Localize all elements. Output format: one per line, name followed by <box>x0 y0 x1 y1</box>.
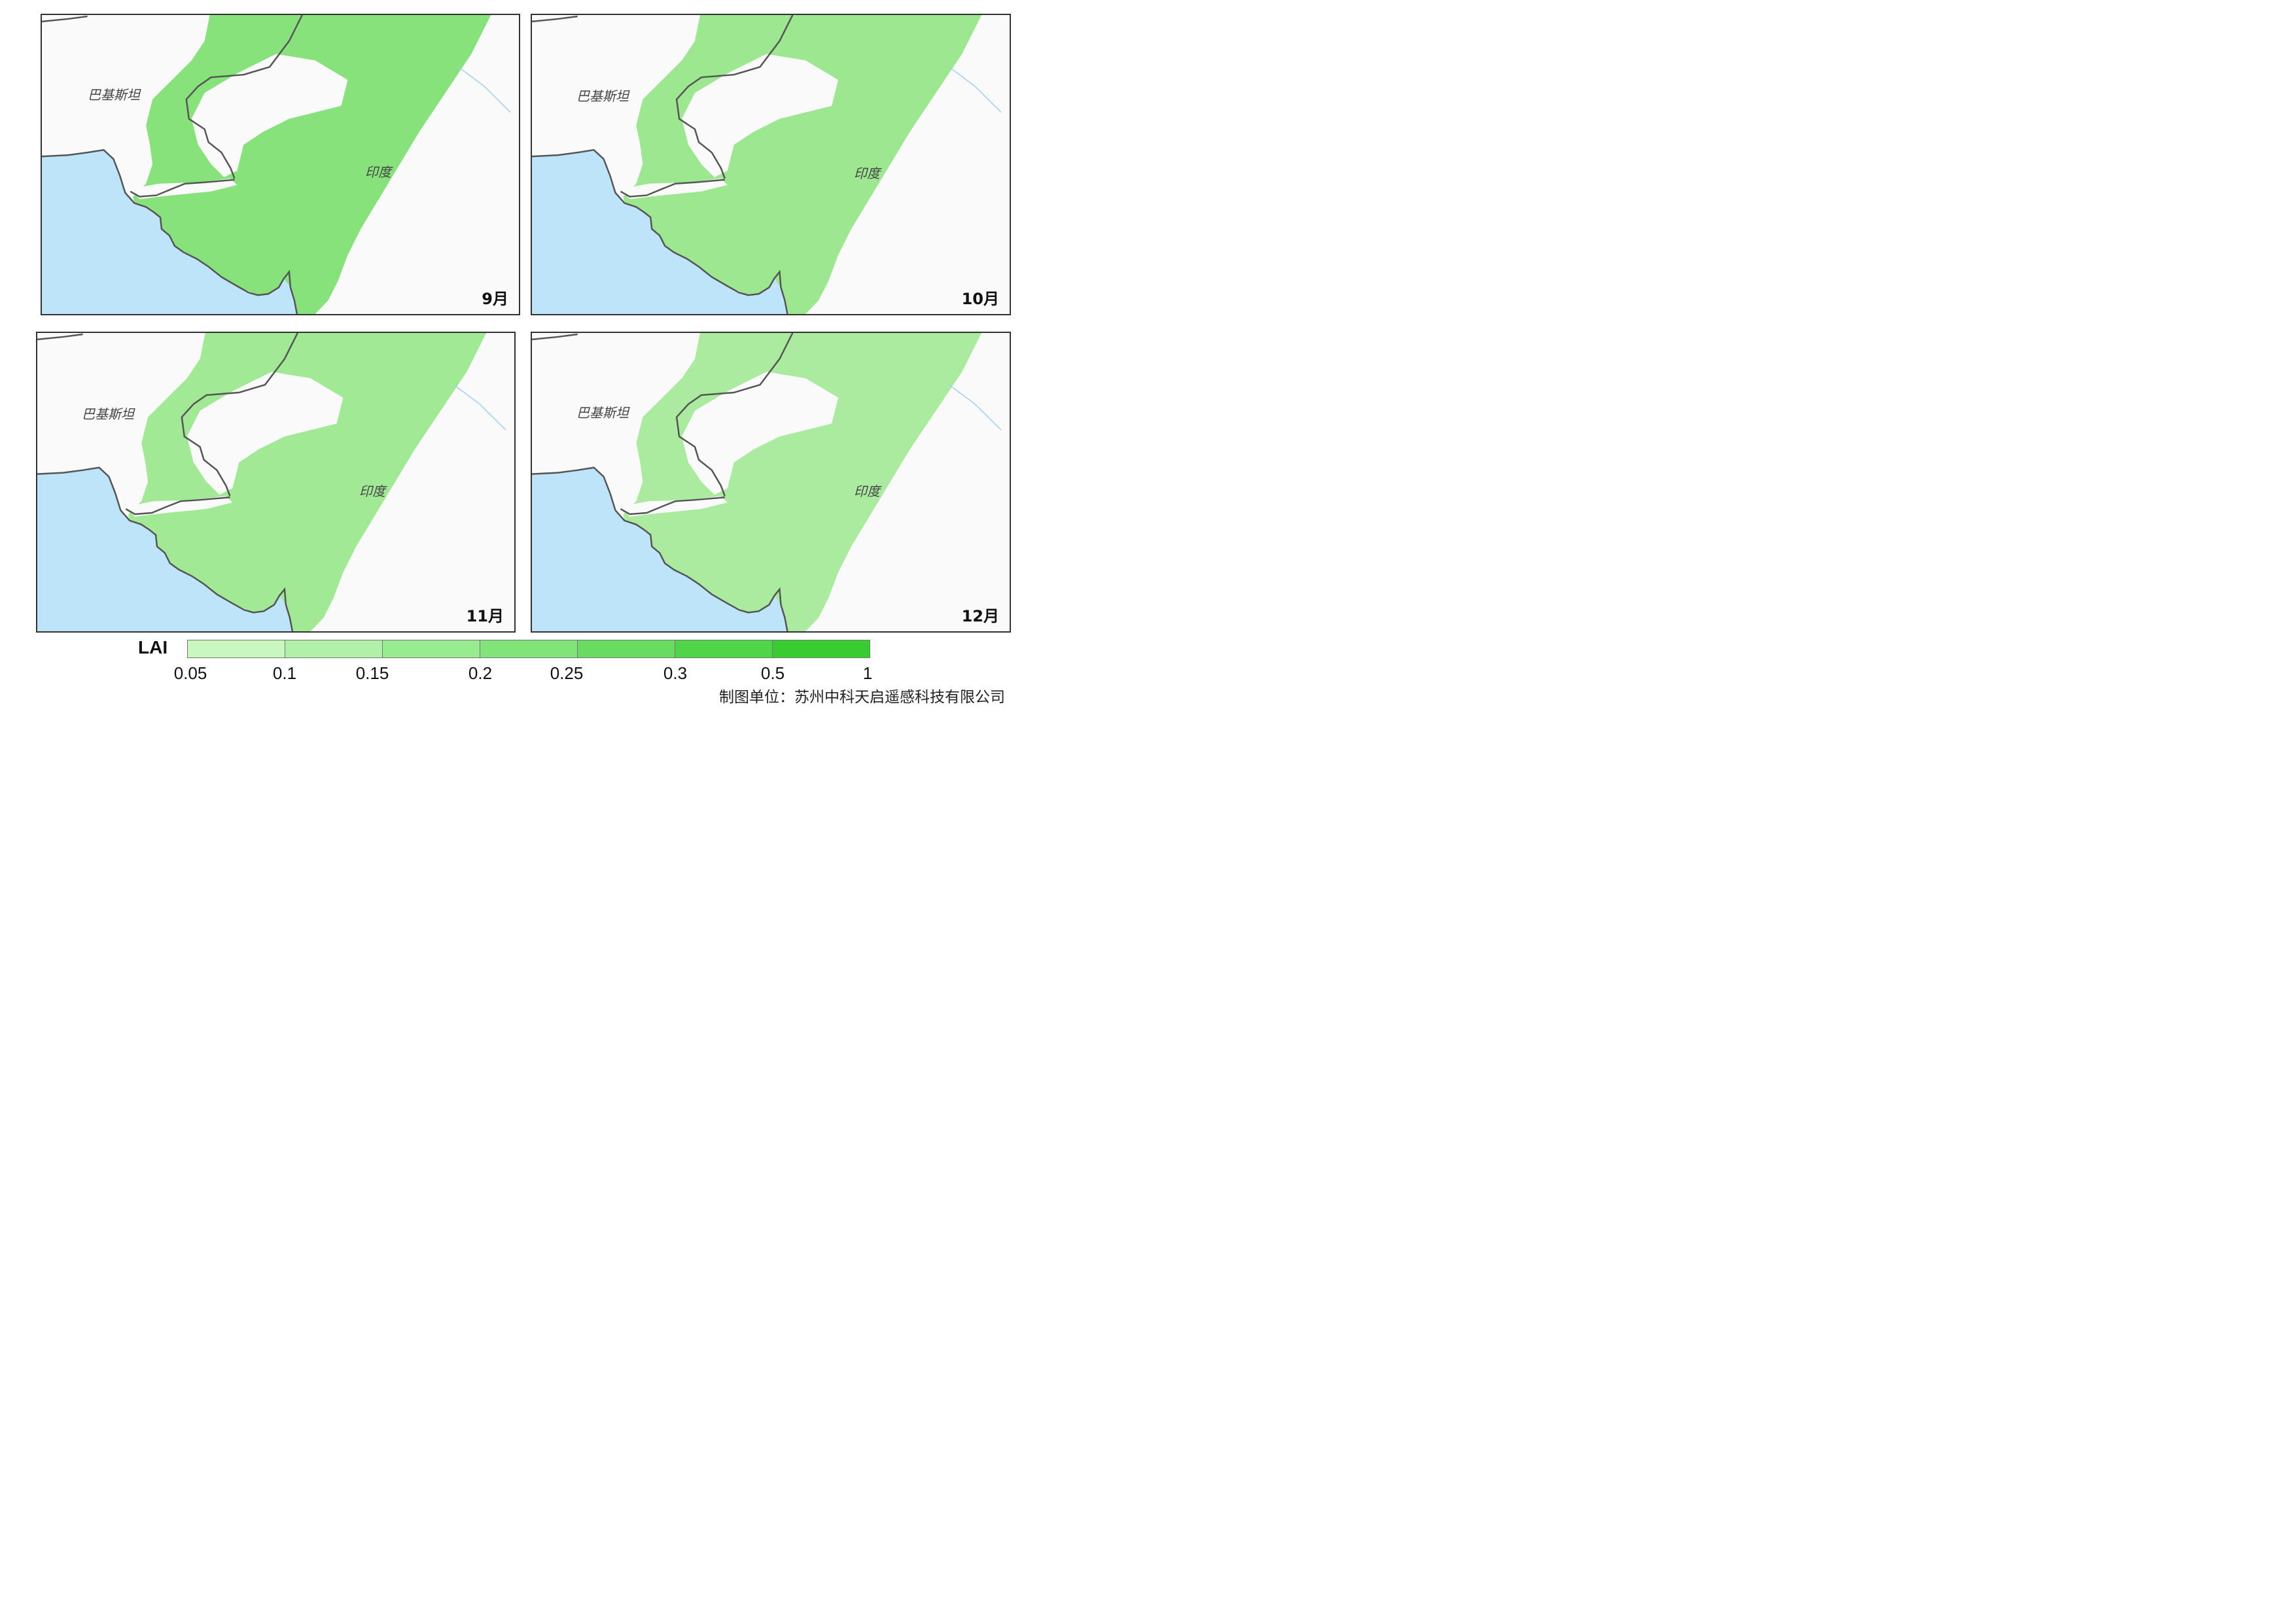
map-credit: 制图单位：苏州中科天启遥感科技有限公司 <box>719 689 1005 706</box>
map-panel-september: 巴基斯坦 印度 9月 <box>41 14 520 315</box>
legend-swatch <box>383 640 480 657</box>
country-label-pakistan: 巴基斯坦 <box>576 405 629 421</box>
legend-swatch <box>480 640 578 657</box>
country-label-india: 印度 <box>365 164 391 180</box>
country-label-pakistan: 巴基斯坦 <box>82 406 134 422</box>
desert-region <box>186 372 344 495</box>
gulf-inlet <box>620 496 728 517</box>
gulf-inlet <box>126 496 233 517</box>
legend-tick: 0.5 <box>760 663 785 683</box>
gulf-inlet <box>130 178 238 200</box>
coastline <box>532 148 788 314</box>
river <box>453 384 506 430</box>
map-canvas <box>42 15 519 314</box>
legend-swatch <box>285 640 383 657</box>
map-panel-october: 巴基斯坦 印度 10月 <box>531 14 1011 315</box>
coastline <box>37 466 294 631</box>
legend-swatch <box>773 640 870 657</box>
map-canvas <box>532 333 1010 631</box>
desert-region <box>682 54 839 177</box>
country-label-india: 印度 <box>854 166 880 181</box>
river <box>948 384 1002 430</box>
coastline <box>42 148 298 314</box>
sea <box>42 150 297 314</box>
month-label: 10月 <box>961 290 999 308</box>
legend-tick: 0.15 <box>355 663 389 683</box>
month-label: 9月 <box>482 290 508 308</box>
map-panel-november: 巴基斯坦 印度 11月 <box>36 332 516 633</box>
legend-swatch <box>578 640 675 657</box>
desert-region <box>682 372 839 495</box>
legend-tick: 1 <box>862 663 873 683</box>
sea <box>37 467 292 631</box>
map-panel-december: 巴基斯坦 印度 12月 <box>531 332 1011 633</box>
country-label-india: 印度 <box>359 483 385 499</box>
country-label-pakistan: 巴基斯坦 <box>88 87 140 103</box>
month-label: 11月 <box>466 607 504 625</box>
legend-swatch <box>675 640 773 657</box>
desert-region <box>191 54 348 177</box>
legend-tick: 0.1 <box>272 663 297 683</box>
international-border <box>532 333 794 515</box>
legend-color-bar <box>187 640 870 658</box>
international-border <box>37 333 298 515</box>
river <box>948 66 1002 113</box>
map-canvas <box>532 15 1010 314</box>
map-canvas <box>37 333 514 631</box>
legend-tick: 0.05 <box>173 663 207 683</box>
sea <box>532 467 788 631</box>
river <box>458 66 511 113</box>
international-border <box>42 15 303 198</box>
international-border <box>532 15 794 198</box>
legend-swatch <box>188 640 285 657</box>
legend-title: LAI <box>138 637 168 657</box>
sea <box>532 150 788 314</box>
legend-tick: 0.3 <box>663 663 688 683</box>
country-label-india: 印度 <box>854 483 880 499</box>
legend-tick: 0.25 <box>550 663 584 683</box>
month-label: 12月 <box>961 607 999 625</box>
gulf-inlet <box>620 178 728 200</box>
legend-tick: 0.2 <box>468 663 493 683</box>
coastline <box>532 466 788 631</box>
country-label-pakistan: 巴基斯坦 <box>576 88 629 104</box>
